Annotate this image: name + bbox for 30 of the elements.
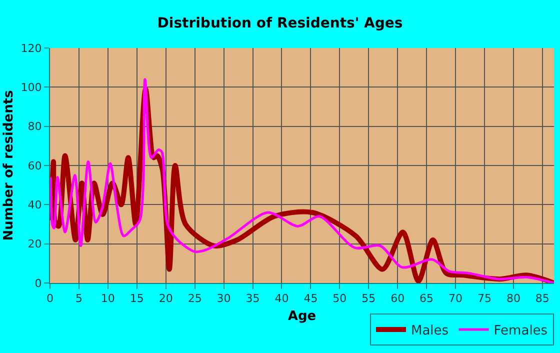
x-tick-label: 60 [390, 292, 405, 306]
y-tick-label: 80 [28, 120, 42, 134]
y-tick-label: 60 [28, 159, 42, 172]
x-tick-label: 75 [477, 292, 492, 306]
y-axis-title: Number of residents [2, 90, 17, 241]
y-tick-label: 100 [20, 81, 42, 94]
y-tick-label: 40 [28, 198, 42, 212]
x-tick-label: 80 [506, 292, 520, 306]
legend-label: Males [411, 324, 449, 339]
x-tick-label: 5 [75, 292, 82, 306]
x-tick-label: 0 [46, 292, 54, 306]
x-tick-label: 30 [216, 292, 231, 306]
x-tick-label: 85 [535, 292, 550, 306]
y-tick-label: 20 [28, 238, 42, 251]
x-tick-label: 65 [420, 292, 434, 306]
x-tick-label: 45 [304, 292, 318, 306]
chart-title: Distribution of Residents' Ages [157, 15, 403, 32]
y-tick-label: 0 [34, 276, 42, 290]
x-tick-label: 70 [448, 292, 463, 306]
x-tick-label: 20 [158, 292, 173, 306]
x-tick-label: 50 [332, 292, 347, 306]
x-tick-label: 10 [100, 292, 115, 306]
y-tick-label: 120 [20, 42, 42, 55]
legend-label: Females [494, 324, 548, 339]
x-tick-label: 35 [246, 292, 260, 306]
x-tick-label: 15 [130, 292, 144, 306]
x-tick-label: 55 [362, 292, 376, 306]
x-tick-label: 25 [188, 292, 202, 306]
x-tick-label: 40 [274, 292, 289, 306]
x-axis-title: Age [288, 308, 316, 324]
